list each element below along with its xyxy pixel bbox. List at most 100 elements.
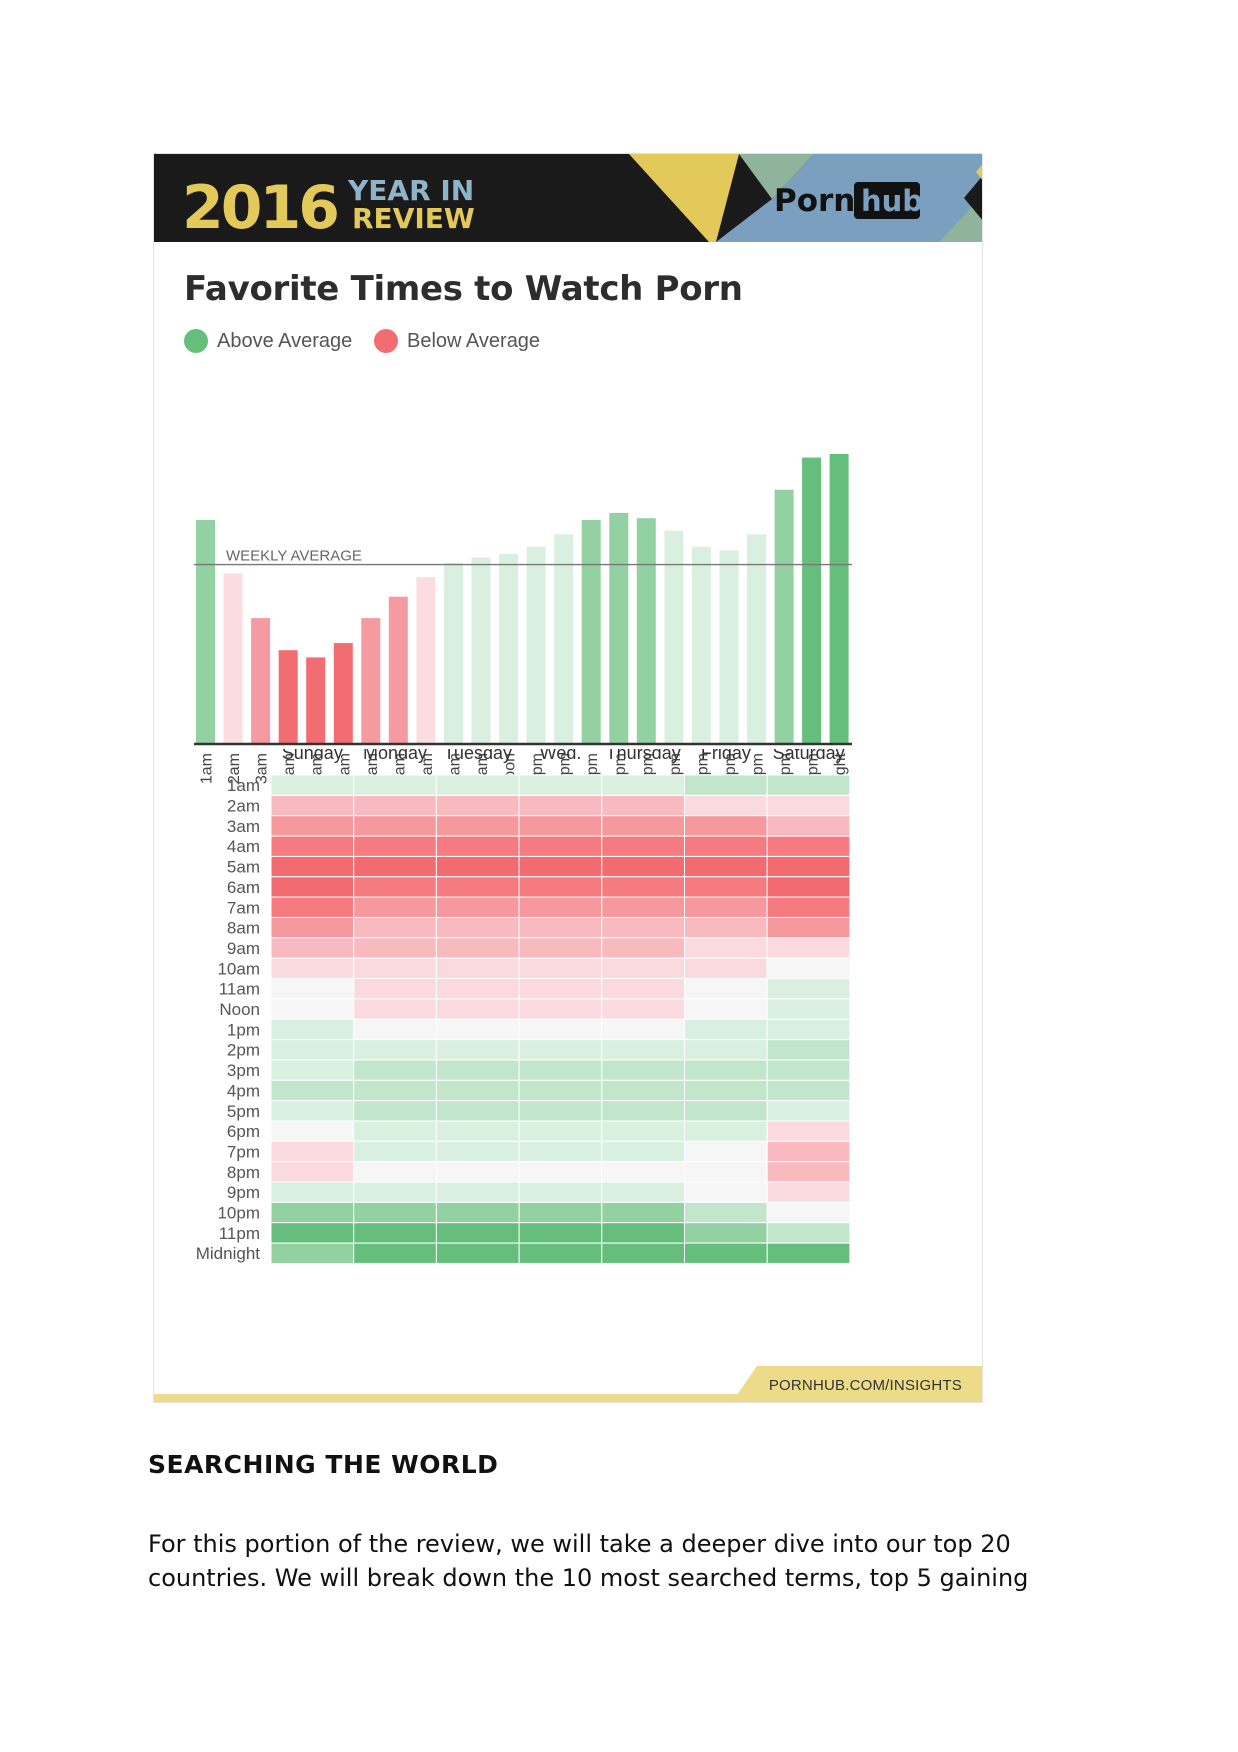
heatmap-cell [435,1140,520,1163]
heatmap-cell [684,815,768,837]
legend-below-average: Below Average [374,326,540,356]
bar-4pm [609,512,629,743]
heatmap-cell [684,957,768,980]
bar-label-2am: 2am [226,753,243,784]
heatmap-cell [518,978,603,1000]
heatmap-cell [684,1059,768,1081]
heatmap-column-label: Tuesday [444,749,512,763]
heatmap-cell [353,937,437,959]
header-year-line1: YEAR IN [347,174,474,207]
bar-9am [416,577,436,743]
heatmap-cell [435,1161,520,1183]
bar-8am [388,596,408,743]
heatmap-cell [601,1079,685,1102]
heatmap-cell [766,917,851,939]
heatmap-cell [601,794,685,817]
heatmap-cell [766,835,851,857]
bar-2pm [554,534,574,743]
heatmap-cell [601,998,685,1020]
heatmap-cell [435,815,520,837]
heatmap-row-label: 1pm [227,1020,260,1039]
legend-above-label: Above Average [217,329,353,352]
heatmap-row-label: Noon [219,1000,260,1019]
heatmap-cell [601,815,685,837]
heatmap-cell [684,1120,768,1142]
bar-9pm [747,534,766,743]
bar-6pm [664,530,684,743]
heatmap-cell [601,978,685,1000]
heatmap-cell [353,794,437,817]
heatmap-column-label: Wed. [540,749,582,763]
heatmap-cell [684,835,768,857]
heatmap-cell [353,1140,437,1163]
heatmap-row-label: Midnight [196,1244,261,1263]
heatmap-cell [684,774,768,796]
heatmap-cell [435,1018,520,1041]
heatmap-row-label: 6pm [227,1122,260,1141]
footer-tab [732,1366,982,1402]
heatmap-cell [353,835,437,857]
heatmap-cell [353,1039,437,1061]
heatmap-row-label: 11pm [219,1224,260,1243]
heatmap-cell [601,1161,685,1183]
bar-11pm [802,457,822,743]
heatmap-cell [684,1222,768,1244]
brand-logo-box [854,182,920,219]
heatmap-cell [518,917,603,939]
heatmap-cell [518,1059,603,1081]
bar-5pm [636,518,656,743]
heatmap-cell [270,1120,355,1142]
heatmap-cell [270,876,355,898]
heatmap-cell [353,815,437,837]
bar-10pm [774,489,794,743]
heatmap-cell [353,978,437,1000]
heatmap-cell [684,1242,768,1264]
heatmap-cell [601,835,685,857]
heatmap-cell [518,1181,603,1203]
heatmap-cell [435,1222,520,1244]
heatmap-cell [270,978,355,1000]
legend-green-dot [184,329,208,353]
heatmap-row-label: 9am [227,939,260,958]
heatmap-column-label: Friday [701,749,751,763]
heatmap-cell [518,1161,603,1183]
heatmap-cell [353,1120,437,1142]
heatmap-cell [353,1079,437,1102]
heatmap-column-label: Sunday [282,749,343,763]
heatmap-cell [435,855,520,878]
heatmap-cell [518,1222,603,1244]
heatmap-cell [435,1242,520,1264]
heatmap-cell [435,937,520,959]
heatmap-cell [518,835,603,857]
heatmap-cell [353,1161,437,1183]
heatmap-cell [270,998,355,1020]
heatmap-cell [766,957,851,980]
heatmap-cell [684,1100,768,1122]
heatmap-cell [518,1079,603,1102]
heatmap-row-label: 3pm [227,1061,260,1080]
heatmap-cell [518,1201,603,1224]
heatmap-cell [601,855,685,878]
heatmap-cell [518,1039,603,1061]
heatmap-cell [766,1140,851,1163]
heatmap-cell [435,794,520,817]
heatmap-cell [353,957,437,980]
heatmap-cell [435,876,520,898]
heatmap-cell [270,937,355,959]
heatmap-cell [435,896,520,918]
banner-gold-stripe [629,154,739,242]
heatmap-row-label: 4pm [227,1081,260,1100]
heatmap-cell [353,1201,437,1224]
heatmap-cell [766,998,851,1020]
heatmap-cell [270,1242,355,1264]
heatmap-cell [601,937,685,959]
heatmap-cell [766,1161,851,1183]
heatmap-cell [684,1079,768,1102]
banner-gold-corner [976,164,982,180]
heatmap-cell [684,937,768,959]
heatmap-row-label: 7am [227,898,260,917]
bar-6am [333,643,353,743]
heatmap-column-label: Saturday [773,749,845,763]
heatmap-cell [435,1120,520,1142]
banner-sage-stripe [739,154,814,199]
